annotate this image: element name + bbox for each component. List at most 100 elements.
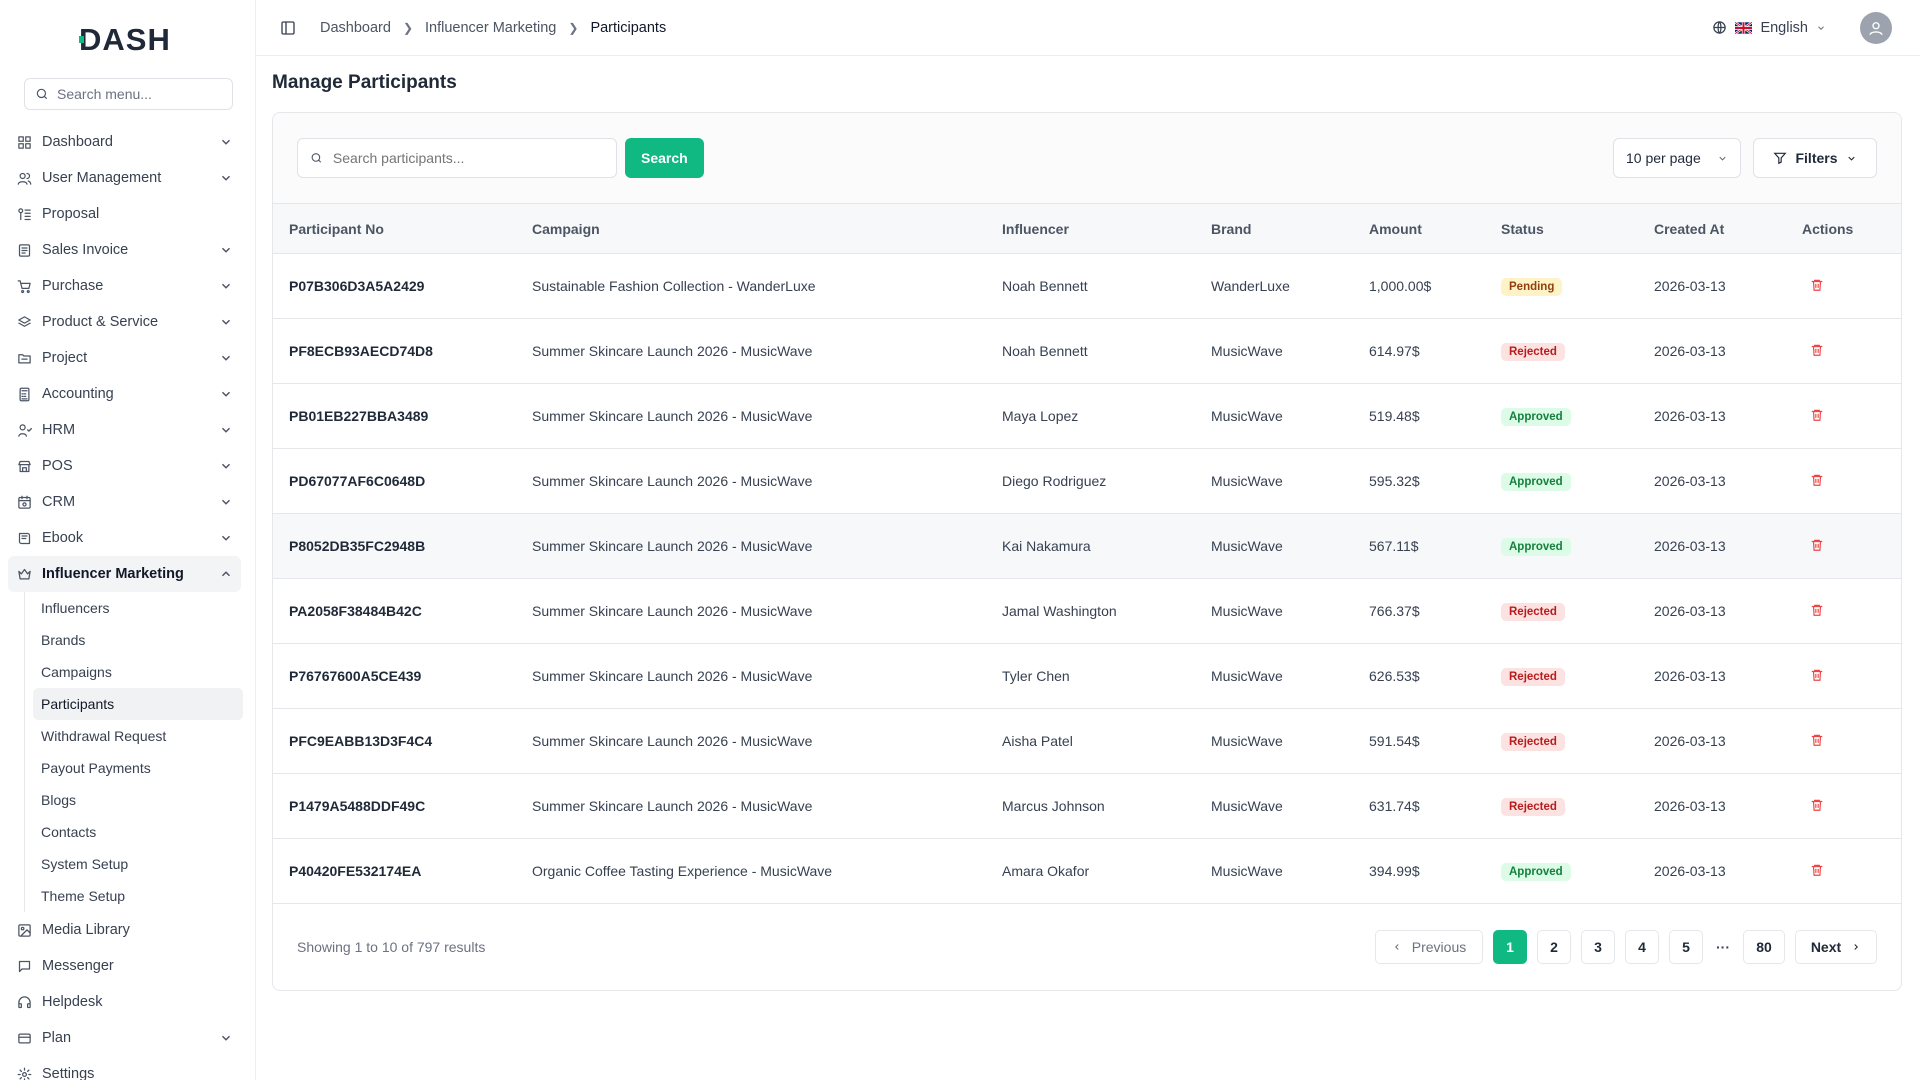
sidebar-item-project[interactable]: Project: [8, 340, 241, 376]
delete-button[interactable]: [1810, 343, 1824, 357]
column-header-amount[interactable]: Amount: [1369, 220, 1422, 237]
table-row[interactable]: P07B306D3A5A2429 Sustainable Fashion Coll…: [273, 254, 1901, 319]
column-header-influencer[interactable]: Influencer: [1002, 220, 1069, 237]
language-label: English: [1760, 19, 1808, 36]
nav-icon-wrap: [16, 278, 32, 294]
delete-button[interactable]: [1810, 733, 1824, 747]
breadcrumb-dashboard[interactable]: Dashboard: [320, 19, 391, 36]
breadcrumb-influencer-marketing[interactable]: Influencer Marketing: [425, 19, 557, 36]
sidebar-item-proposal[interactable]: Proposal: [8, 196, 241, 232]
delete-button[interactable]: [1810, 278, 1824, 292]
sidebar-item-media-library[interactable]: Media Library: [8, 912, 241, 948]
table-row[interactable]: P8052DB35FC2948B Summer Skincare Launch 2…: [273, 513, 1901, 579]
delete-button[interactable]: [1810, 538, 1824, 552]
sidebar-item-plan[interactable]: Plan: [8, 1020, 241, 1056]
table-row[interactable]: PB01EB227BBA3489 Summer Skincare Launch 2…: [273, 384, 1901, 449]
delete-button[interactable]: [1810, 473, 1824, 487]
sidebar-subitem-participants[interactable]: Participants: [33, 688, 243, 720]
cell-status: Rejected: [1485, 709, 1638, 774]
search-button[interactable]: Search: [625, 138, 704, 178]
sidebar-item-dashboard[interactable]: Dashboard: [8, 124, 241, 160]
cell-brand: MusicWave: [1211, 408, 1283, 424]
sidebar-item-messenger[interactable]: Messenger: [8, 948, 241, 984]
cell-actions: [1786, 709, 1901, 774]
sidebar-item-user-management[interactable]: User Management: [8, 160, 241, 196]
chevron-down-icon: [221, 175, 231, 181]
column-header-created-at[interactable]: Created At: [1654, 220, 1725, 237]
sidebar-subitem-withdrawal-request[interactable]: Withdrawal Request: [41, 728, 167, 744]
sidebar-item-purchase[interactable]: Purchase: [8, 268, 241, 304]
sidebar-item-product-and-service[interactable]: Product & Service: [8, 304, 241, 340]
page-button-4[interactable]: 4: [1625, 930, 1659, 964]
page-button-5[interactable]: 5: [1669, 930, 1703, 964]
page-button-1[interactable]: 1: [1493, 930, 1527, 964]
next-page-button[interactable]: Next: [1795, 930, 1877, 964]
chevron-down-icon: [221, 319, 231, 325]
table-row[interactable]: P76767600A5CE439 Summer Skincare Launch 2…: [273, 644, 1901, 709]
cell-actions: [1786, 774, 1901, 839]
column-header-campaign[interactable]: Campaign: [532, 220, 600, 237]
sidebar-subitem-blogs[interactable]: Blogs: [41, 792, 77, 808]
page-button-3[interactable]: 3: [1581, 930, 1615, 964]
sidebar-subitem-campaigns[interactable]: Campaigns: [41, 664, 112, 680]
sidebar-item-ebook[interactable]: Ebook: [8, 520, 241, 556]
delete-button[interactable]: [1810, 798, 1824, 812]
folder-icon: [17, 353, 31, 363]
trash-icon: [1811, 734, 1823, 746]
per-page-select[interactable]: 10 per page: [1613, 138, 1741, 178]
sidebar-search[interactable]: Search menu...: [24, 78, 233, 110]
delete-button[interactable]: [1810, 863, 1824, 877]
chevron-left-icon: [1394, 944, 1399, 950]
sidebar-toggle-button[interactable]: [274, 14, 302, 42]
sidebar-item-settings[interactable]: Settings: [8, 1056, 241, 1080]
table-row[interactable]: P40420FE532174EA Organic Coffee Tasting E…: [273, 839, 1901, 904]
filters-button[interactable]: Filters: [1753, 138, 1877, 178]
chevron-down-icon: [1719, 156, 1726, 161]
nav-icon-wrap: [16, 1066, 32, 1080]
sidebar-item-pos[interactable]: POS: [8, 448, 241, 484]
cell-actions: [1786, 384, 1901, 449]
cell-brand: WanderLuxe: [1211, 278, 1290, 294]
chevron-down-icon: [221, 139, 231, 145]
sidebar-subitem-theme-setup[interactable]: Theme Setup: [41, 888, 126, 904]
sidebar-subitem-system-setup[interactable]: System Setup: [41, 856, 129, 872]
sidebar-item-hrm[interactable]: HRM: [8, 412, 241, 448]
cell-participant-no: P76767600A5CE439: [289, 668, 422, 684]
participants-search-input[interactable]: [332, 150, 604, 166]
sidebar-subitem-payout-payments[interactable]: Payout Payments: [41, 760, 151, 776]
page-button-last[interactable]: 80: [1743, 930, 1785, 964]
sidebar-item-accounting[interactable]: Accounting: [8, 376, 241, 412]
sidebar-item-crm[interactable]: CRM: [8, 484, 241, 520]
chevron-down-icon: [1847, 156, 1855, 161]
sidebar-subitem-contacts[interactable]: Contacts: [41, 824, 97, 840]
delete-button[interactable]: [1810, 603, 1824, 617]
language-selector[interactable]: English: [1712, 20, 1826, 36]
cell-influencer: Maya Lopez: [1002, 408, 1079, 424]
sidebar-subitem-influencers[interactable]: Influencers: [41, 600, 110, 616]
logo[interactable]: DASH: [8, 0, 241, 78]
participants-search-field[interactable]: [297, 138, 617, 178]
column-header-status[interactable]: Status: [1501, 220, 1544, 237]
previous-page-button[interactable]: Previous: [1375, 930, 1483, 964]
dash-logo-icon: DASH: [78, 24, 169, 54]
nav-icon-wrap: [16, 566, 32, 582]
sidebar-item-influencer-marketing[interactable]: Influencer Marketing: [8, 556, 241, 592]
column-header-brand[interactable]: Brand: [1211, 220, 1252, 237]
avatar[interactable]: [1860, 11, 1892, 44]
table-row[interactable]: PF8ECB93AECD74D8 Summer Skincare Launch 2…: [273, 319, 1901, 384]
delete-button[interactable]: [1810, 408, 1824, 422]
sidebar-subitem-brands[interactable]: Brands: [41, 632, 86, 648]
table-row[interactable]: PD67077AF6C0648D Summer Skincare Launch 2…: [273, 449, 1901, 514]
nav-icon-wrap: [16, 458, 32, 474]
trash-icon: [1811, 539, 1823, 551]
sidebar-item-helpdesk[interactable]: Helpdesk: [8, 984, 241, 1020]
table-row[interactable]: PFC9EABB13D3F4C4 Summer Skincare Launch 2…: [273, 709, 1901, 774]
sidebar-item-sales-invoice[interactable]: Sales Invoice: [8, 232, 241, 268]
cell-amount: 631.74$: [1369, 798, 1420, 814]
table-row[interactable]: PA2058F38484B42C Summer Skincare Launch 2…: [273, 579, 1901, 644]
cell-status: Approved: [1485, 384, 1638, 449]
delete-button[interactable]: [1810, 668, 1824, 682]
page-button-2[interactable]: 2: [1537, 930, 1571, 964]
table-row[interactable]: P1479A5488DDF49C Summer Skincare Launch 2…: [273, 774, 1901, 839]
column-header-participant-no[interactable]: Participant No: [289, 220, 384, 237]
